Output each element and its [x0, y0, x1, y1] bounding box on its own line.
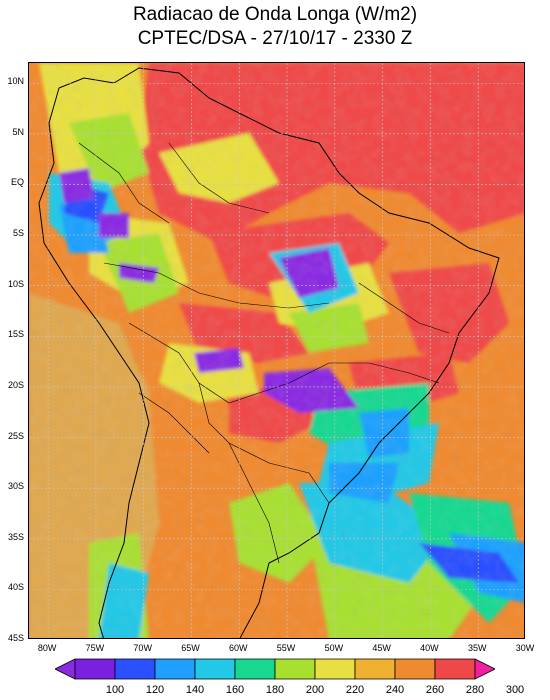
longitude-tick-label: 45W: [372, 643, 391, 653]
colorbar-segment: [74, 658, 116, 680]
latitude-tick-label: 10S: [7, 278, 24, 289]
longitude-tick-label: 50W: [324, 643, 344, 653]
colorbar-tick-label: 100: [105, 684, 125, 696]
colorbar-segment: [394, 658, 436, 680]
colorbar-tick-label: 160: [225, 684, 245, 696]
colorbar-segment: [314, 658, 356, 680]
colorbar-tick-label: 220: [345, 684, 365, 696]
colorbar-tick-label: 140: [185, 684, 205, 696]
graticule: [29, 63, 524, 638]
colorbar-tick-label: 240: [385, 684, 405, 696]
colorbar-segment: [354, 658, 396, 680]
longitude-tick-label: 60W: [229, 643, 248, 653]
colorbar-segment: [234, 658, 276, 680]
olr-texture: [29, 63, 524, 638]
coastline: [38, 67, 500, 638]
latitude-tick-label: 30S: [7, 481, 24, 492]
latitude-tick-label: 40S: [7, 582, 24, 593]
latitude-tick-label: 5N: [12, 126, 24, 137]
longitude-tick-label: 55W: [276, 643, 296, 653]
map-title: Radiacao de Onda Longa (W/m2): [132, 4, 418, 25]
colorbar-segment: [194, 658, 236, 680]
olr-map: [28, 62, 525, 639]
colorbar-max-arrow: [474, 658, 495, 680]
colorbar-tick-label: 180: [265, 684, 285, 696]
colorbar-segment: [154, 658, 196, 680]
colorbar-segment: [274, 658, 316, 680]
latitude-tick-label: 20S: [7, 379, 24, 390]
latitude-tick-label: 15S: [7, 329, 24, 340]
country-borders: [78, 142, 450, 564]
map-subtitle: CPTEC/DSA - 27/10/17 - 2330 Z: [137, 28, 413, 49]
latitude-tick-label: 35S: [7, 531, 24, 542]
longitude-tick-label: 65W: [181, 643, 200, 653]
longitude-tick-label: 80W: [37, 643, 57, 653]
longitude-tick-label: 40W: [420, 643, 439, 653]
colorbar-tick-label: 120: [145, 684, 165, 696]
colorbar-tick-label: 300: [505, 684, 525, 696]
colorbar-segment: [114, 658, 156, 680]
colorbar-tick-label: 280: [465, 684, 485, 696]
colorbar-min-arrow: [55, 658, 76, 680]
olr-field: [29, 63, 524, 638]
latitude-tick-label: 45S: [7, 633, 24, 643]
longitude-tick-label: 35W: [467, 643, 487, 653]
latitude-tick-label: 5S: [12, 228, 24, 239]
colorbar-tick-label: 200: [305, 684, 325, 696]
colorbar-segment: [434, 658, 476, 680]
colorbar-tick-label: 260: [425, 684, 445, 696]
longitude-tick-label: 70W: [133, 643, 152, 653]
longitude-tick-label: 75W: [85, 643, 105, 653]
colorbar: [55, 658, 495, 680]
latitude-tick-label: EQ: [10, 177, 24, 188]
latitude-tick-label: 10N: [7, 76, 24, 87]
longitude-tick-label: 30W: [515, 643, 535, 653]
latitude-tick-label: 25S: [7, 430, 24, 441]
